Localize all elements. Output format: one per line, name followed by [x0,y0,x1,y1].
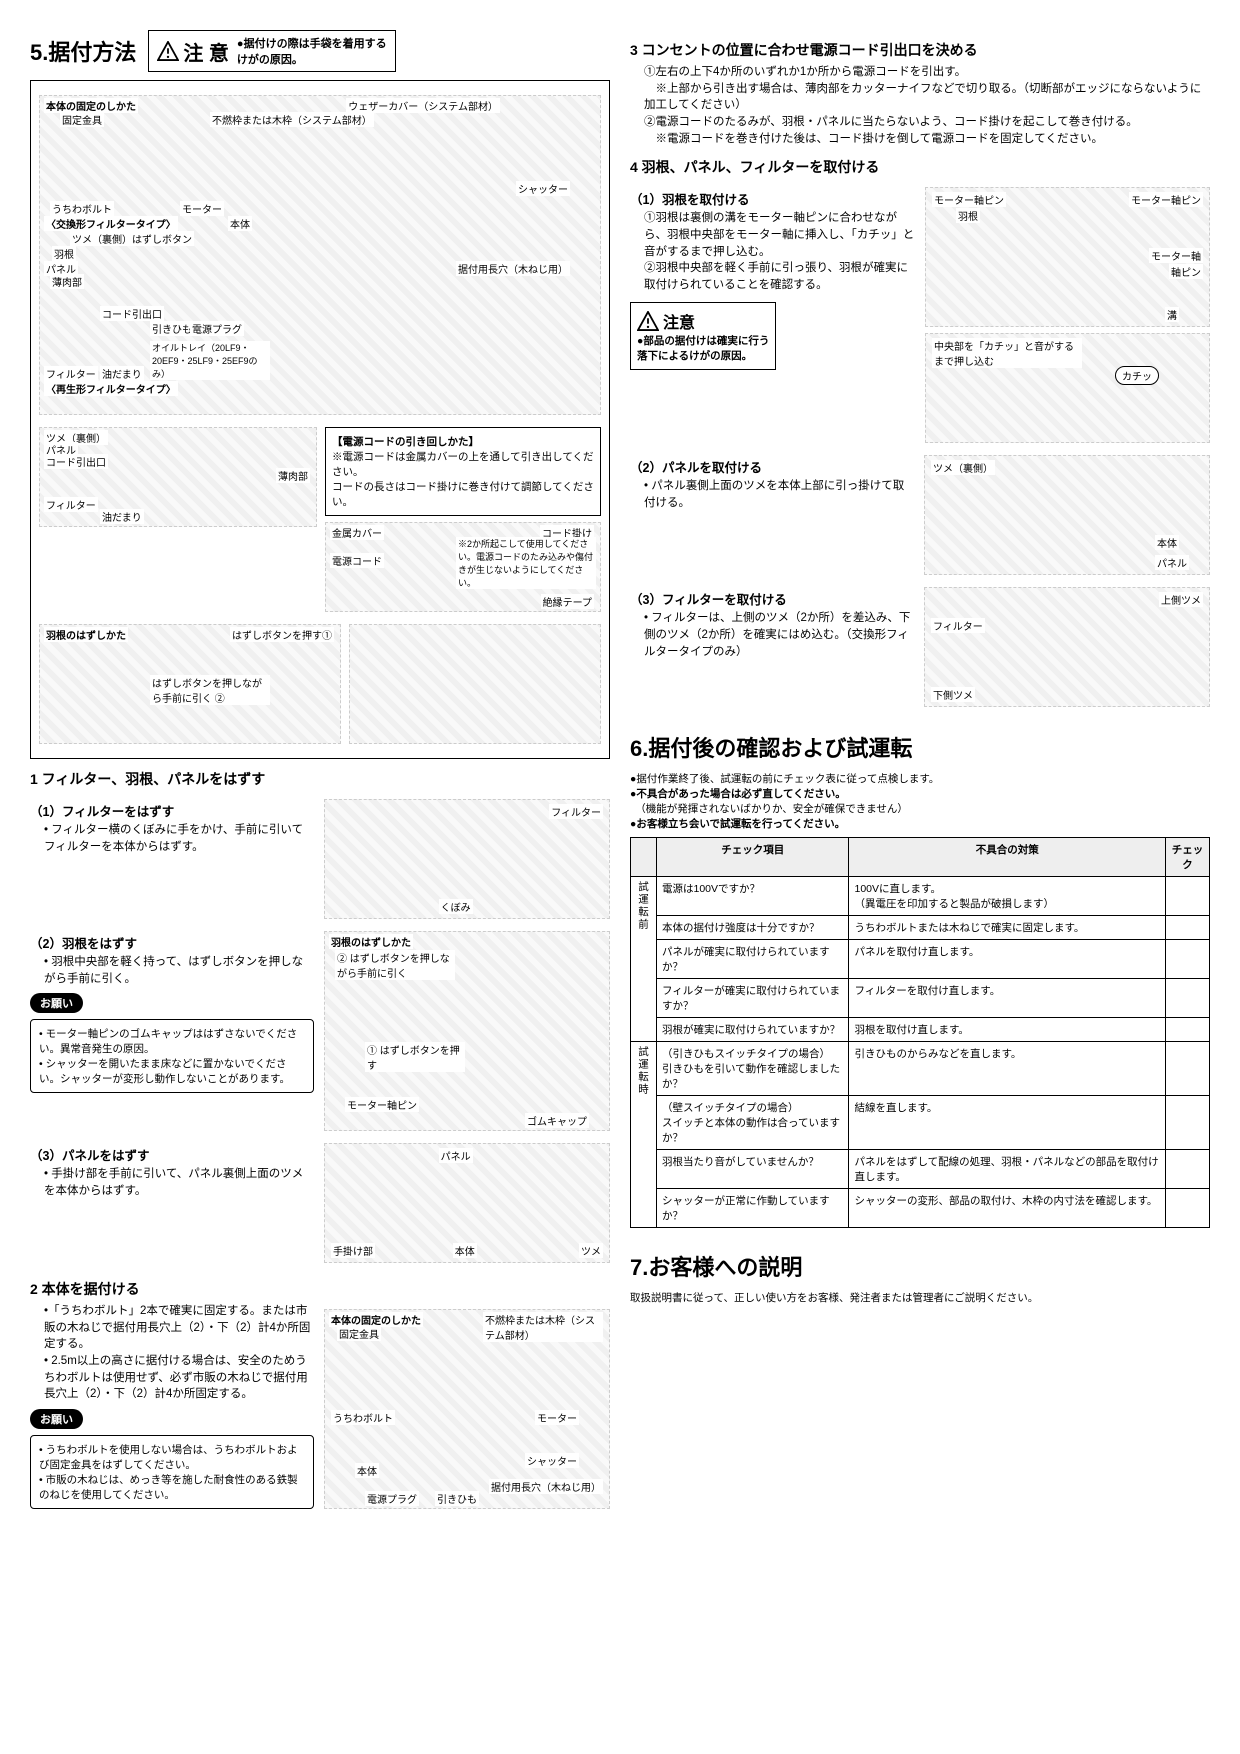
step-3-item-2: ②電源コードのたるみが、羽根・パネルに当たらないよう、コード掛けを起こして巻き付… [644,114,1210,131]
table-check-action: パネルを取付け直します。 [849,940,1166,979]
section-7-title: 7.お客様への説明 [630,1250,802,1282]
table-check-action: シャッターの変形、部品の取付け、木枠の内寸法を確認します。 [849,1189,1166,1228]
step-1-3-text: • 手掛け部を手前に引いて、パネル裏側上面のツメを本体からはずす。 [44,1166,314,1199]
table-check-item: パネルが確実に取付けられていますか？ [657,940,849,979]
table-check-item: 羽根当たり音がしていませんか？ [657,1150,849,1189]
fan-remove-diagram: 羽根のはずしかた ② はずしボタンを押しながら手前に引く ① はずしボタンを押す… [324,931,610,1131]
s6-intro-3: ●お客様立ち会いで試運転を行ってください。 [630,816,1210,831]
onegai-badge: お願い [30,993,83,1013]
table-check-box[interactable] [1166,1042,1210,1096]
fan-attach-diagram-2: 中央部を「カチッ」と音がするまで押し込む カチッ [925,333,1210,443]
step-4-head: 4 羽根、パネル、フィルターを取付ける [630,157,1210,177]
s7-text: 取扱説明書に従って、正しい使い方をお客様、発注者または管理者にご説明ください。 [630,1290,1210,1305]
table-check-action: 羽根を取付け直します。 [849,1018,1166,1042]
step-1-head: 1 フィルター、羽根、パネルをはずす [30,769,610,789]
s6-intro-1: ●不具合があった場合は必ず直してください。 [630,786,1210,801]
step-4-1-head: （1）羽根を取付ける [630,189,915,208]
table-check-action: 結線を直します。 [849,1096,1166,1150]
caution-text: ●据付けの際は手袋を着用する けがの原因。 [237,35,387,67]
step-3-head: 3 コンセントの位置に合わせ電源コード引出口を決める [630,40,1210,60]
table-group-label: 試運転前 [631,877,657,1042]
table-check-box[interactable] [1166,940,1210,979]
step-4-1-item-1: ②羽根中央部を軽く手前に引っ張り、羽根が確実に取付けられていることを確認する。 [644,260,915,293]
table-check-item: （壁スイッチタイプの場合） スイッチと本体の動作は合っていますか？ [657,1096,849,1150]
table-check-box[interactable] [1166,877,1210,916]
table-check-item: （引きひもスイッチタイプの場合） 引きひもを引いて動作を確認しましたか？ [657,1042,849,1096]
table-check-box[interactable] [1166,979,1210,1018]
step-3-item-1: ※上部から引き出す場合は、薄肉部をカッターナイフなどで切り取る。（切断部がエッジ… [644,81,1210,114]
onegai-badge: お願い [30,1409,83,1429]
s6-intro-0: ●据付作業終了後、試運転の前にチェック表に従って点検します。 [630,771,1210,786]
table-group-label: 試運転時 [631,1042,657,1228]
panel-remove-diagram: パネル 手掛け部 本体 ツメ [324,1143,610,1263]
step-1-1-head: （1）フィルターをはずす [30,801,314,820]
section-6-title: 6.据付後の確認および試運転 [630,731,912,763]
table-check-action: パネルをはずして配線の処理、羽根・パネルなどの部品を取付け直します。 [849,1150,1166,1189]
step-2-head: 2 本体を据付ける [30,1279,610,1299]
filter-remove-diagram: フィルター くぼみ [324,799,610,919]
table-check-item: フィルターが確実に取付けられていますか？ [657,979,849,1018]
step-4-2-text: • パネル裏側上面のツメを本体上部に引っ掛けて取付ける。 [644,478,914,511]
step-4-1-item-0: ①羽根は裏側の溝をモーター軸ピンに合わせながら、羽根中央部をモーター軸に挿入し、… [644,210,915,260]
table-check-box[interactable] [1166,916,1210,940]
step-1-2-text: • 羽根中央部を軽く持って、はずしボタンを押しながら手前に引く。 [44,954,314,987]
check-table: チェック項目 不具合の対策 チェック 試運転前電源は100Vですか？100Vに直… [630,837,1210,1228]
step-4-3-text: • フィルターは、上側のツメ（2か所）を差込み、下側のツメ（2か所）を確実にはめ… [644,610,914,660]
small-caution: 注意 ●部品の据付けは確実に行う 落下によるけがの原因。 [630,302,776,370]
table-check-item: 羽根が確実に取付けられていますか？ [657,1018,849,1042]
table-check-action: 引きひものからみなどを直します。 [849,1042,1166,1096]
table-check-item: 本体の据付け強度は十分ですか？ [657,916,849,940]
step-3-item-3: ※電源コードを巻き付けた後は、コード掛けを倒して電源コードを固定してください。 [644,131,1210,148]
onegai-box-2: • うちわボルトを使用しない場合は、うちわボルトおよび固定金具をはずしてください… [30,1435,314,1509]
table-check-box[interactable] [1166,1096,1210,1150]
warning-icon [157,41,179,61]
fan-removal-diagram: 羽根のはずしかた はずしボタンを押す① はずしボタンを押しながら手前に引く ② [39,624,341,744]
step-1-1-text: • フィルター横のくぼみに手をかけ、手前に引いてフィルターを本体からはずす。 [44,822,314,855]
table-check-box[interactable] [1166,1189,1210,1228]
onegai-box-1: • モーター軸ピンのゴムキャップははずさないでください。異常音発生の原因。 • … [30,1019,314,1093]
table-check-box[interactable] [1166,1150,1210,1189]
section-5-title: 5.据付方法 [30,35,136,67]
s6-intro-2: （機能が発揮されないばかりか、安全が確保できません） [630,801,1210,816]
table-check-item: シャッターが正常に作動していますか？ [657,1189,849,1228]
step-4-2-head: （2）パネルを取付ける [630,457,914,476]
caution-box: 注 意 ●据付けの際は手袋を着用する けがの原因。 [148,30,395,72]
cord-routing-box: 【電源コードの引き回しかた】 ※電源コードは金属カバーの上を通して引き出してくだ… [325,427,601,516]
table-check-action: 100Vに直します。 （異電圧を印加すると製品が破損します） [849,877,1166,916]
panel-attach-diagram: ツメ（裏側） 本体 パネル [924,455,1210,575]
table-check-action: うちわボルトまたは木ねじで確実に固定します。 [849,916,1166,940]
table-check-box[interactable] [1166,1018,1210,1042]
filter-attach-diagram: 上側ツメ フィルター 下側ツメ [924,587,1210,707]
step-1-3-head: （3）パネルをはずす [30,1145,314,1164]
table-check-item: 電源は100Vですか？ [657,877,849,916]
fan-attach-diagram-1: モーター軸ピン モーター軸ピン 羽根 モーター軸 軸ピン 溝 [925,187,1210,327]
body-mount-diagram: 本体の固定のしかた 固定金具 不燃枠または木枠（システム部材） うちわボルト モ… [324,1309,610,1509]
warning-icon [637,311,659,331]
step-2-bullet-0: •「うちわボルト」2本で確実に固定する。または市販の木ねじで据付用長穴上（2）・… [44,1303,314,1353]
step-3-item-0: ①左右の上下4か所のいずれか1か所から電源コードを引出す。 [644,64,1210,81]
table-check-action: フィルターを取付け直します。 [849,979,1166,1018]
step-4-3-head: （3）フィルターを取付ける [630,589,914,608]
step-1-2-head: （2）羽根をはずす [30,933,314,952]
main-assembly-diagram: 本体の固定のしかた 固定金具 ウェザーカバー（システム部材） 不燃枠または木枠（… [30,80,610,759]
step-2-bullet-1: • 2.5m以上の高さに据付ける場合は、安全のためうちわボルトは使用せず、必ず市… [44,1353,314,1403]
